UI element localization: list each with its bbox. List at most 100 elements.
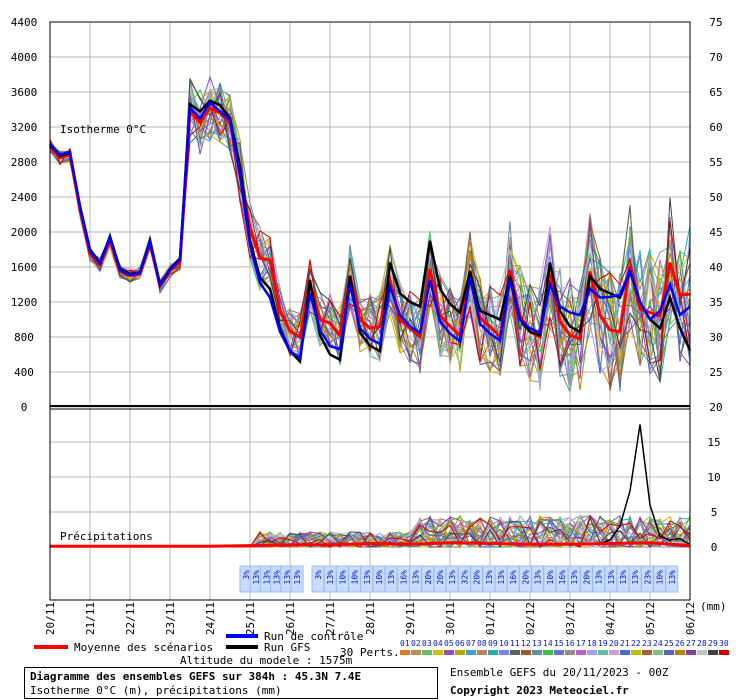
member-number: 02	[411, 639, 421, 648]
member-swatch	[609, 650, 619, 655]
yleft-tick-label: 800	[14, 331, 34, 344]
x-tick-label: 01/12	[484, 602, 497, 635]
x-tick-label: 22/11	[124, 602, 137, 635]
x-tick-label: 23/11	[164, 602, 177, 635]
yleft-tick-label: 0	[21, 401, 28, 414]
yright-tick-label: 40	[709, 261, 722, 274]
member-number: 04	[433, 639, 443, 648]
chart-subtitle: Isotherme 0°C (m), précipitations (mm)	[30, 684, 282, 697]
title-box	[24, 667, 438, 699]
percent-label: 16%	[509, 570, 518, 585]
x-tick-label: 02/12	[524, 602, 537, 635]
legend-control-label: Run de contrôle	[264, 630, 363, 643]
x-tick-label: 06/12	[684, 602, 697, 635]
yleft-tick-label: 1600	[11, 261, 38, 274]
member-swatch	[697, 650, 707, 655]
yright-tick-label: 25	[709, 366, 722, 379]
member-number: 27	[686, 639, 696, 648]
member-number: 03	[422, 639, 432, 648]
member-number: 08	[477, 639, 487, 648]
percent-label: 13%	[534, 570, 543, 585]
percent-label: 10%	[375, 570, 384, 585]
percent-bubbles: 3% 13% 13% 13% 13% 13% 3% 13% 10% 10% 13% 10% 13% 16%…	[239, 565, 679, 593]
member-number: 29	[708, 639, 718, 648]
member-swatch	[620, 650, 630, 655]
yleft-tick-label: 2000	[11, 226, 38, 239]
yright-tick-label: 70	[709, 51, 722, 64]
yright-tick-label: 55	[709, 156, 722, 169]
main-series-lines	[48, 99, 692, 365]
legend-perts-label: 30 Perts.	[340, 646, 400, 659]
percent-bubble	[665, 565, 679, 593]
member-number: 12	[521, 639, 531, 648]
percent-label: 16%	[399, 570, 408, 585]
member-number: 24	[653, 639, 663, 648]
percent-label: 3%	[242, 570, 251, 580]
member-number: 30	[719, 639, 729, 648]
percent-label: 3%	[314, 570, 323, 580]
percent-label: 13%	[262, 570, 271, 585]
upper-panel-label: Isotherme 0°C	[60, 123, 146, 136]
member-swatch	[653, 650, 663, 655]
percent-label: 20%	[473, 570, 482, 585]
lower-yright-tick-label: 0	[711, 541, 718, 554]
member-number: 28	[697, 639, 707, 648]
x-tick-label: 20/11	[44, 602, 57, 635]
yright-tick-label: 50	[709, 191, 722, 204]
member-swatch	[499, 650, 509, 655]
percent-label: 13%	[283, 570, 292, 585]
percent-label: 13%	[595, 570, 604, 585]
x-tick-label: 25/11	[244, 602, 257, 635]
x-tick-label: 04/12	[604, 602, 617, 635]
x-tick-label: 30/11	[444, 602, 457, 635]
yright-tick-label: 45	[709, 226, 722, 239]
legend-mean-label: Moyenne des scénarios	[74, 641, 213, 654]
yleft-tick-label: 1200	[11, 296, 38, 309]
member-swatch	[455, 650, 465, 655]
member-swatch	[433, 650, 443, 655]
member-swatch	[664, 650, 674, 655]
yleft-tick-label: 2800	[11, 156, 38, 169]
percent-label: 13%	[387, 570, 396, 585]
mean-precip-line	[50, 541, 691, 548]
member-swatch	[444, 650, 454, 655]
lower-yright-tick-label: 15	[707, 436, 720, 449]
member-swatch	[477, 650, 487, 655]
percent-label: 10%	[656, 570, 665, 585]
member-swatch	[400, 650, 410, 655]
chart-title: Diagramme des ensembles GEFS sur 384h : …	[30, 670, 362, 683]
yright-tick-label: 20	[709, 401, 722, 414]
member-number: 15	[554, 639, 564, 648]
member-number: 19	[598, 639, 608, 648]
member-number: 21	[620, 639, 630, 648]
member-swatch	[631, 650, 641, 655]
precip-unit-label: (mm)	[700, 600, 727, 613]
member-swatch	[565, 650, 575, 655]
member-swatch	[686, 650, 696, 655]
member-swatch	[422, 650, 432, 655]
precipitation-lines	[50, 424, 691, 549]
percent-bubble	[290, 565, 304, 593]
lower-panel-label: Précipitations	[60, 530, 153, 543]
percent-label: 16%	[558, 570, 567, 585]
yright-tick-label: 65	[709, 86, 722, 99]
member-number: 18	[587, 639, 597, 648]
yright-tick-label: 75	[709, 16, 722, 29]
run-label: Ensemble GEFS du 20/11/2023 - 00Z	[450, 666, 669, 679]
yright-tick-label: 35	[709, 296, 722, 309]
x-tick-label: 27/11	[324, 602, 337, 635]
yleft-tick-label: 4000	[11, 51, 38, 64]
series-line	[49, 100, 691, 361]
member-swatch	[587, 650, 597, 655]
yleft-tick-label: 2400	[11, 191, 38, 204]
member-swatch	[411, 650, 421, 655]
percent-label: 20%	[436, 570, 445, 585]
percent-label: 13%	[607, 570, 616, 585]
x-tick-label: 26/11	[284, 602, 297, 635]
plot-frame	[49, 21, 691, 601]
member-swatch	[708, 650, 718, 655]
member-swatch	[543, 650, 553, 655]
member-number: 07	[466, 639, 476, 648]
percent-label: 23%	[643, 570, 652, 585]
